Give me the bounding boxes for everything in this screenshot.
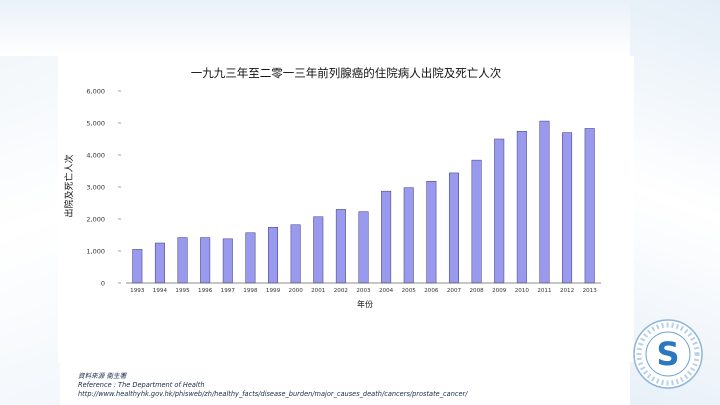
bar [268,227,279,284]
y-tick-label: 5,000 [86,120,105,128]
source-url[interactable]: http://www.healthyhk.gov.hk/phisweb/zh/h… [78,390,468,398]
x-tick-label: 2009 [492,288,507,294]
bar [494,138,505,284]
bar [358,211,369,284]
x-tick-label: 1997 [221,288,236,294]
bar [403,187,414,284]
bar [154,242,165,284]
organization-seal-logo: S [632,318,704,390]
source-reference: Reference : The Department of Health [78,381,205,389]
bar [448,172,459,284]
x-tick-label: 2001 [311,288,326,294]
x-tick-label: 1994 [153,288,168,294]
x-tick-label: 1998 [243,288,258,294]
x-tick-label: 2005 [402,288,417,294]
y-tick-label: 0 [101,280,105,288]
bar [516,131,527,284]
bar [562,132,573,284]
background-left [0,0,60,405]
bar [426,180,437,284]
y-tick-label: 4,000 [86,152,105,160]
bar [290,224,301,284]
x-tick-label: 2006 [424,288,439,294]
x-tick-label: 2004 [379,288,394,294]
x-axis-label: 年份 [357,299,373,309]
bar [471,159,482,284]
y-tick-label: 3,000 [86,184,105,192]
bar [335,209,346,284]
bar [584,128,595,284]
y-tick-label: 6,000 [86,88,105,96]
y-axis-label: 出院及死亡人次 [63,154,75,217]
bar [200,237,211,284]
bar [177,237,188,284]
logo-letter: S [656,335,679,373]
x-tick-label: 1996 [198,288,213,294]
chart-title: 一九九三年至二零一三年前列腺癌的住院病人出院及死亡人次 [191,66,502,80]
x-tick-label: 2003 [356,288,371,294]
x-tick-label: 2010 [515,288,530,294]
x-tick-label: 1993 [130,288,145,294]
x-tick-label: 2002 [334,288,348,294]
bar [381,190,392,284]
source-line: 資料來源 衞生署 [78,372,127,380]
bar [539,120,550,284]
x-tick-label: 2000 [289,288,304,294]
bar [132,249,143,284]
bar [245,232,256,284]
x-tick-label: 2013 [583,288,598,294]
bar [222,238,233,284]
x-tick-label: 2008 [469,288,484,294]
chart-panel: 一九九三年至二零一三年前列腺癌的住院病人出院及死亡人次 出院及死亡人次 年份 0… [58,56,634,362]
x-tick-label: 2011 [537,288,552,294]
y-tick-label: 1,000 [86,248,105,256]
x-tick-label: 2007 [447,288,462,294]
x-tick-label: 1995 [175,288,190,294]
background-top [0,0,720,56]
x-tick-label: 2012 [560,288,574,294]
bar-chart: 一九九三年至二零一三年前列腺癌的住院病人出院及死亡人次 出院及死亡人次 年份 0… [63,66,601,309]
bar [313,216,324,284]
source-citation: 資料來源 衞生署 Reference : The Department of H… [78,372,638,399]
x-tick-label: 1999 [266,288,281,294]
y-tick-label: 2,000 [86,216,105,224]
